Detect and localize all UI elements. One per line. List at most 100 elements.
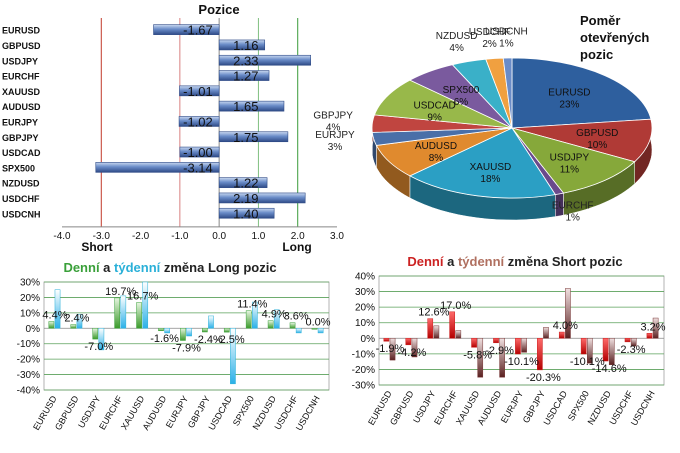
pie-label-line: USDCAD — [414, 100, 456, 111]
data-label: 2.4% — [64, 313, 89, 325]
positions-value-label: 1.16 — [233, 38, 258, 53]
bar-denní — [427, 318, 434, 339]
positions-tick-label: 0.0 — [212, 231, 226, 242]
bar-denní — [202, 328, 208, 333]
positions-category-label: AUDUSD — [2, 102, 41, 112]
short-label: Short — [81, 240, 112, 254]
bar-týdenní — [608, 338, 615, 366]
positions-tick-label: 2.0 — [291, 231, 305, 242]
bar-denní — [580, 338, 587, 355]
bar-týdenní — [317, 328, 324, 334]
pie-label-line: 2% — [482, 39, 497, 50]
bar-denní — [48, 321, 55, 329]
short-title-part-3: týdenní — [458, 254, 505, 269]
pie-label: AUDUSD 8% — [415, 141, 457, 164]
pie-label-line: SPX500 — [443, 85, 480, 96]
positions-bar — [179, 85, 220, 97]
pie-title-line-2: otevřených — [580, 30, 649, 45]
data-label: -4.2% — [398, 347, 427, 359]
pie-label: USDJPY 11% — [550, 153, 590, 176]
y-tick-label: -30% — [352, 381, 375, 392]
data-label: 19.7% — [105, 286, 136, 298]
positions-tick-label: -1.0 — [171, 231, 189, 242]
bar-denní — [158, 328, 164, 332]
pie-slice — [511, 57, 652, 129]
long-title-part-4: změna Long pozic — [160, 260, 276, 275]
bar-týdenní — [521, 338, 527, 353]
data-label: 4.0% — [553, 320, 578, 332]
pie-label-line: 23% — [559, 99, 579, 110]
pie-label-line: GBPUSD — [576, 128, 618, 139]
positions-value-label: 1.75 — [233, 130, 258, 145]
pie-label-line: 18% — [480, 174, 500, 185]
bar-denní — [114, 297, 120, 329]
y-tick-label: 30% — [20, 278, 40, 289]
pie-label-line: 8% — [429, 153, 444, 164]
bar-týdenní — [252, 301, 258, 329]
pie-label-line: 11% — [560, 165, 579, 176]
data-label: -10.1% — [504, 356, 539, 368]
long-plot-area: 30%20%10%0%-10%-20%-30%-40%EURUSDGBPUSDU… — [17, 278, 331, 433]
positions-category-label: USDCHF — [2, 194, 40, 204]
bar-denní — [558, 331, 565, 339]
short-change-chart: Denní a týdenní změna Short pozic 40% 30%… — [352, 254, 666, 427]
bar-denní — [602, 338, 609, 362]
bar-týdenní — [411, 338, 418, 358]
bar-týdenní — [433, 325, 440, 339]
data-label: -1.9% — [376, 343, 405, 355]
y-tick-label: -20% — [17, 355, 40, 366]
positions-bar — [179, 146, 220, 158]
bar-denní — [471, 338, 477, 348]
y-tick-label: -40% — [17, 386, 40, 397]
bar-denní — [267, 320, 274, 329]
bar-týdenní — [455, 330, 462, 339]
positions-tick-label: 3.0 — [330, 231, 344, 242]
data-label: -14.6% — [592, 363, 627, 375]
positions-value-label: 1.27 — [233, 69, 258, 84]
data-label: 12.6% — [418, 307, 449, 319]
positions-bar — [218, 54, 311, 66]
bar-týdenní — [565, 288, 571, 339]
y-tick-label: 20% — [20, 293, 40, 304]
pie-label: GBPUSD 10% — [576, 128, 618, 151]
pie-slice — [510, 127, 636, 194]
bar-týdenní — [389, 338, 396, 361]
pie-label-line: 1% — [565, 212, 580, 223]
data-label: -5.8% — [463, 349, 492, 361]
pie-label-line: 9% — [427, 112, 442, 123]
positions-category-label: USDJPY — [2, 56, 38, 66]
y-tick-label: -20% — [352, 365, 375, 376]
positions-value-label: 2.19 — [233, 191, 258, 206]
long-label: Long — [282, 240, 311, 254]
bar-týdenní — [652, 317, 659, 339]
bar-denní — [449, 311, 455, 339]
long-title-part-3: týdenní — [114, 260, 161, 275]
positions-category-labels: EURUSD GBPUSD USDJPY EURCHF XAUUSD AUDUSD EURJ… — [2, 26, 41, 220]
pie-label: NZDUSD 4% — [436, 31, 478, 54]
positions-tick-label: 1.0 — [251, 231, 265, 242]
pie-label-line: USDCHF — [469, 27, 511, 38]
data-label: -2.9% — [485, 345, 514, 357]
data-label: 4.4% — [42, 309, 67, 321]
bar-týdenní — [54, 289, 61, 329]
short-plot-area: 40%30%20%10%0%-10%-20%-30%EURUSDGBPUSDUS… — [352, 272, 666, 428]
positions-category-label: XAUUSD — [2, 87, 41, 97]
pie-label-line: USDJPY — [550, 153, 590, 164]
positions-bar — [218, 177, 268, 188]
bar-týdenní — [499, 338, 505, 378]
bar-denní — [405, 338, 412, 346]
positions-bar — [95, 162, 220, 173]
pie-label-line: 6% — [454, 97, 469, 108]
positions-category-label: GBPUSD — [2, 41, 41, 51]
bar-týdenní — [76, 314, 83, 329]
pie-label-line: AUDUSD — [415, 141, 457, 152]
bar-týdenní — [587, 338, 593, 364]
positions-value-label: 1.65 — [233, 99, 258, 114]
data-label: -7.9% — [172, 342, 201, 354]
positions-bar — [153, 24, 220, 35]
long-title-part-1: Denní — [63, 260, 100, 275]
y-tick-label: 10% — [355, 318, 375, 329]
bar-týdenní — [273, 309, 280, 329]
bar-denní — [624, 338, 631, 343]
